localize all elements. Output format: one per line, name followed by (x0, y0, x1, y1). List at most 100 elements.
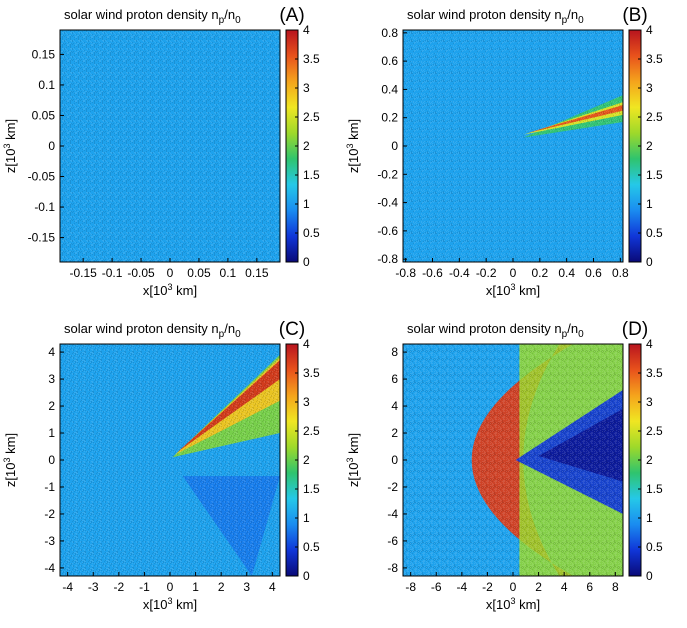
x-tick-label: -3 (88, 580, 99, 594)
y-tick-label: -0.05 (28, 170, 56, 184)
x-tick-label: 0.15 (245, 266, 269, 280)
heatmap-panel-d: -8 -6 -4 -2 0 2 4 6 8 8 6 4 2 0 -2 -4 -6 -8 solar wind pro… (345, 319, 663, 612)
heatmap-field (403, 344, 623, 576)
panel-b: -0.8 -0.6 -0.4 -0.2 0 0.2 0.4 0.6 0.8 0.8 0.6 0.4 0.… (343, 0, 686, 314)
x-tick-label: 0.8 (612, 266, 629, 280)
y-tick-label: 4 (391, 399, 398, 413)
plot-title: solar wind proton density np/n0 (64, 7, 241, 26)
x-tick-label: 0.1 (220, 266, 237, 280)
y-tick-label: 6 (391, 372, 398, 386)
y-tick-label: -2 (44, 507, 55, 521)
y-axis-label: z[103 km] (2, 119, 18, 173)
y-tick-label: 0 (48, 139, 55, 153)
plot-title: solar wind proton density np/n0 (407, 7, 584, 26)
y-tick-label: -0.4 (377, 196, 398, 210)
heatmap-field (403, 30, 623, 262)
x-tick-label: 2 (535, 580, 542, 594)
x-tick-label: 0.6 (585, 266, 602, 280)
x-tick-label: -4 (62, 580, 73, 594)
y-tick-label: 4 (48, 345, 55, 359)
noise-texture (403, 344, 623, 576)
colorbar-tick-label: 4 (303, 337, 310, 351)
heatmap-panel-b: -0.8 -0.6 -0.4 -0.2 0 0.2 0.4 0.6 0.8 0.8 0.6 0.4 0.… (345, 5, 663, 298)
noise-texture (60, 30, 280, 262)
x-tick-label: -0.15 (69, 266, 97, 280)
y-tick-label: 1 (48, 426, 55, 440)
x-tick-label: 2 (218, 580, 225, 594)
colorbar-tick-label: 2 (646, 139, 653, 153)
panel-d: -8 -6 -4 -2 0 2 4 6 8 8 6 4 2 0 -2 -4 -6 -8 solar wind pro… (343, 314, 686, 628)
colorbar-tick-label: 0.5 (646, 540, 663, 554)
x-tick-label: -0.6 (422, 266, 443, 280)
x-axis-label: x[103 km] (486, 596, 540, 612)
heatmap-panel-c: -4 -3 -2 -1 0 1 2 3 4 4 3 2 1 0 -1 -2 -3 -4 solar wind pro… (2, 319, 320, 612)
colorbar-tick-label: 3 (303, 81, 310, 95)
x-axis-label: x[103 km] (486, 282, 540, 298)
y-tick-label: 2 (48, 399, 55, 413)
colorbar-tick-label: 2.5 (646, 424, 663, 438)
y-tick-label: 0.2 (381, 111, 398, 125)
colorbar-tick-label: 1.5 (303, 168, 320, 182)
x-tick-label: 0.05 (187, 266, 211, 280)
x-tick-label: 0 (167, 580, 174, 594)
colorbar-tick-label: 1.5 (646, 168, 663, 182)
panel-a: -0.15 -0.1 -0.05 0 0.05 0.1 0.15 0.15 0.1 0.05 0 -0… (0, 0, 343, 314)
colorbar-tick-label: 3.5 (303, 366, 320, 380)
colorbar-tick-label: 1 (303, 197, 310, 211)
x-axis-label: x[103 km] (143, 596, 197, 612)
colorbar-tick-label: 1 (646, 197, 653, 211)
y-tick-label: -0.8 (377, 252, 398, 266)
colorbar-tick-label: 2 (646, 453, 653, 467)
y-tick-label: 3 (48, 372, 55, 386)
panel-label: (B) (622, 5, 647, 26)
y-axis-label: z[103 km] (345, 433, 361, 487)
colorbar-tick-label: 0 (646, 255, 653, 269)
x-tick-label: 0 (510, 266, 517, 280)
y-tick-label: -6 (387, 534, 398, 548)
x-tick-label: 4 (269, 580, 276, 594)
heatmap-field (60, 30, 280, 262)
panel-label: (D) (622, 319, 648, 340)
y-tick-label: -0.1 (34, 200, 55, 214)
x-tick-label: -6 (431, 580, 442, 594)
x-tick-label: -2 (114, 580, 125, 594)
colorbar-tick-label: 0.5 (303, 540, 320, 554)
y-tick-label: 0.8 (381, 26, 398, 40)
x-tick-label: -0.05 (127, 266, 155, 280)
colorbar-tick-label: 1.5 (646, 482, 663, 496)
x-tick-label: 6 (586, 580, 593, 594)
y-tick-label: -0.15 (28, 231, 56, 245)
y-tick-label: 8 (391, 345, 398, 359)
x-tick-label: -2 (482, 580, 493, 594)
y-tick-label: -4 (387, 507, 398, 521)
x-tick-label: -0.1 (102, 266, 123, 280)
colorbar-tick-label: 1.5 (303, 482, 320, 496)
y-tick-label: -3 (44, 534, 55, 548)
y-tick-label: 0.6 (381, 54, 398, 68)
y-tick-label: -4 (44, 561, 55, 575)
y-tick-label: -1 (44, 480, 55, 494)
y-tick-label: 0.05 (32, 108, 56, 122)
colorbar-tick-label: 4 (646, 23, 653, 37)
plot-title: solar wind proton density np/n0 (407, 321, 584, 340)
y-tick-label: 0 (391, 139, 398, 153)
heatmap-panel-a: -0.15 -0.1 -0.05 0 0.05 0.1 0.15 0.15 0.1 0.05 0 -0… (2, 5, 320, 298)
colorbar-tick-label: 3 (646, 395, 653, 409)
y-tick-label: 0 (48, 453, 55, 467)
heatmap-field (60, 344, 280, 576)
x-tick-label: -4 (457, 580, 468, 594)
colorbar-tick-label: 2.5 (303, 424, 320, 438)
plot-title: solar wind proton density np/n0 (64, 321, 241, 340)
x-tick-label: -0.4 (449, 266, 470, 280)
y-tick-label: -0.2 (377, 167, 398, 181)
colorbar-tick-label: 4 (646, 337, 653, 351)
y-tick-label: 0.4 (381, 82, 398, 96)
panel-label: (A) (279, 5, 304, 26)
colorbar-tick-label: 3 (646, 81, 653, 95)
x-tick-label: 0.4 (558, 266, 575, 280)
colorbar-tick-label: 2 (303, 453, 310, 467)
y-tick-label: -2 (387, 480, 398, 494)
colorbar-tick-label: 2 (303, 139, 310, 153)
colorbar-tick-label: 1 (646, 511, 653, 525)
colorbar-tick-label: 3 (303, 395, 310, 409)
